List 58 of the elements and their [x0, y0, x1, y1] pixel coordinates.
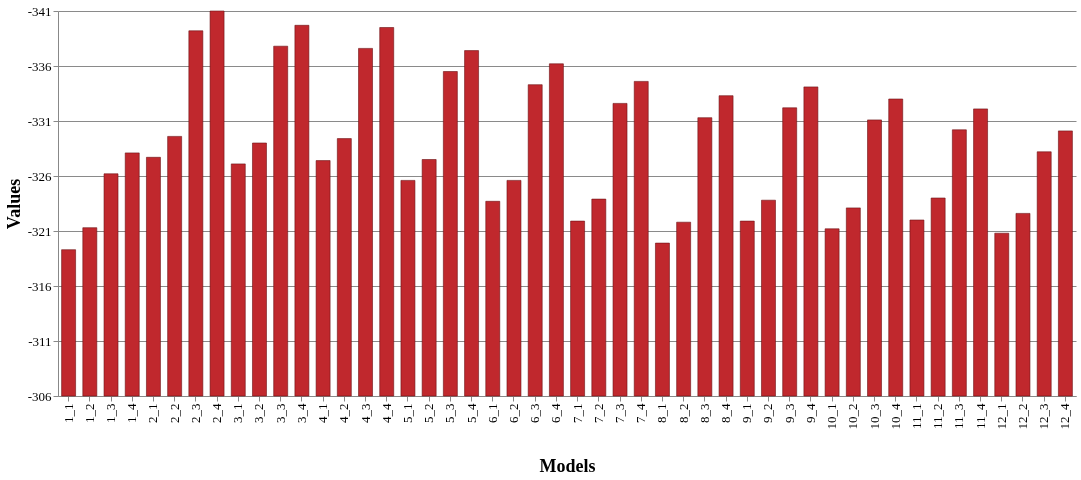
x-tick-label: 7_1 [569, 403, 585, 423]
x-tick-label: 12_4 [1057, 403, 1073, 430]
x-tick-label: 7_3 [612, 403, 628, 423]
x-tick-label: 4_2 [336, 403, 352, 423]
x-tick-label: 2_3 [187, 403, 203, 423]
y-tick-label: -316 [27, 278, 52, 294]
x-tick-label: 1_2 [81, 403, 97, 423]
y-tick-label: -306 [27, 388, 52, 404]
x-tick-label: 12_1 [993, 403, 1009, 430]
y-tick-label: -311 [28, 333, 52, 349]
x-tick-label: 8_3 [696, 403, 712, 423]
x-tick-label: 11_1 [908, 403, 924, 430]
y-tick-label: -341 [27, 3, 52, 19]
x-tick-label: 10_2 [845, 403, 861, 430]
x-tick-label: 11_3 [951, 403, 967, 430]
x-tick-label: 4_3 [357, 403, 373, 423]
x-tick-label: 2_2 [166, 403, 182, 423]
x-tick-label: 3_2 [251, 403, 267, 423]
y-axis-title: Values [3, 178, 24, 230]
x-tick-label: 3_4 [293, 403, 309, 423]
x-tick-label: 8_4 [718, 403, 734, 423]
y-tick-label: -326 [27, 168, 52, 184]
x-tick-label: 2_4 [209, 403, 225, 423]
y-tick-label: -331 [27, 113, 52, 129]
x-tick-label: 3_3 [272, 403, 288, 423]
x-tick-label: 2_1 [145, 403, 161, 423]
x-tick-label: 6_2 [505, 403, 521, 423]
y-tick-label: -336 [27, 58, 52, 74]
x-tick-label: 9_3 [781, 403, 797, 423]
x-tick-label: 10_1 [824, 403, 840, 430]
x-tick-label: 6_3 [527, 403, 543, 423]
x-tick-label: 5_2 [421, 403, 437, 423]
x-tick-label: 11_2 [930, 403, 946, 430]
x-tick-label: 12_2 [1014, 403, 1030, 430]
x-tick-label: 11_4 [972, 403, 988, 430]
x-tick-label: 4_4 [378, 403, 394, 423]
x-tick-label: 6_1 [484, 403, 500, 423]
x-tick-label: 12_3 [1036, 403, 1052, 430]
x-tick-label: 10_3 [866, 403, 882, 430]
x-tick-label: 8_1 [654, 403, 670, 423]
x-tick-label: 6_4 [548, 403, 564, 423]
y-tick-label: -321 [27, 223, 52, 239]
x-tick-label: 9_1 [739, 403, 755, 423]
x-tick-label: 1_3 [103, 403, 119, 423]
x-tick-label: 10_4 [887, 403, 903, 430]
x-tick-label: 3_1 [230, 403, 246, 423]
x-tick-label: 7_2 [590, 403, 606, 423]
x-tick-label: 1_4 [124, 403, 140, 423]
x-tick-label: 5_4 [463, 403, 479, 423]
x-tick-label: 8_2 [675, 403, 691, 423]
x-tick-label: 5_3 [442, 403, 458, 423]
x-tick-label: 9_2 [760, 403, 776, 423]
x-tick-label: 9_4 [802, 403, 818, 423]
x-tick-label: 7_4 [633, 403, 649, 423]
x-tick-label: 5_1 [399, 403, 415, 423]
x-tick-label: 4_1 [315, 403, 331, 423]
x-tick-label: 1_1 [60, 403, 76, 423]
x-axis-title: Models [539, 455, 596, 476]
